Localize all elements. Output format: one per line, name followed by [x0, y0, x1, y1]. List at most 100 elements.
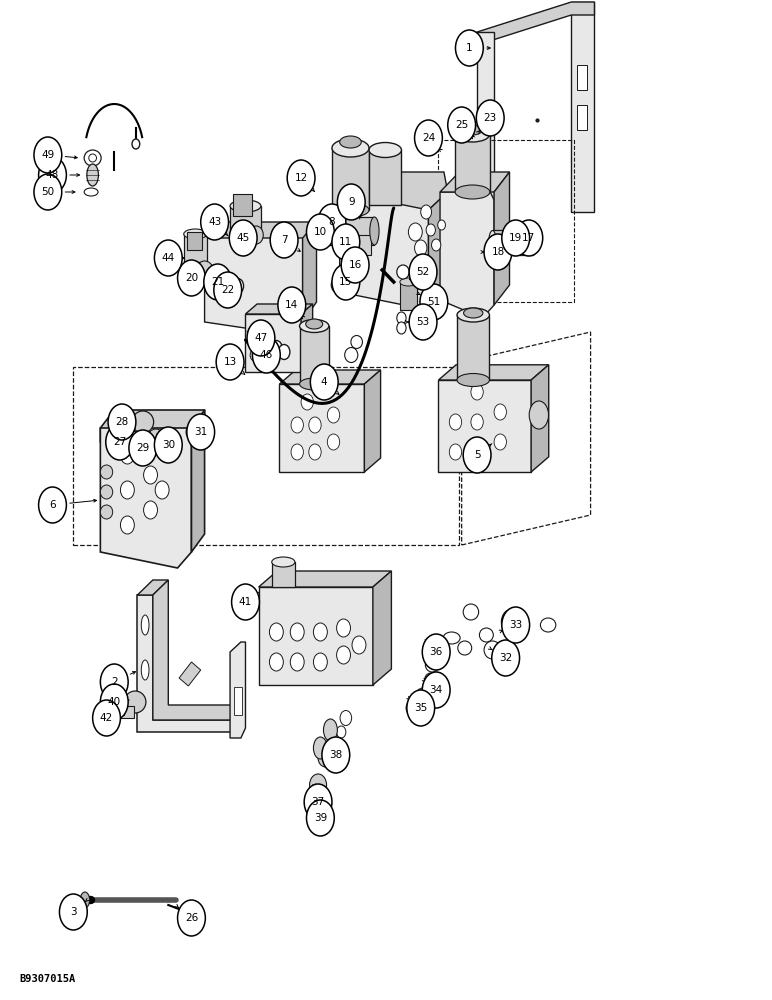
Circle shape [304, 784, 332, 820]
Circle shape [341, 247, 369, 283]
Ellipse shape [270, 340, 283, 356]
Ellipse shape [344, 348, 358, 362]
Bar [400, 282, 417, 310]
Bar [234, 687, 242, 715]
Bar [493, 230, 533, 255]
Ellipse shape [340, 136, 361, 148]
Ellipse shape [415, 240, 427, 256]
Polygon shape [303, 222, 317, 322]
Circle shape [93, 700, 120, 736]
Ellipse shape [141, 660, 149, 680]
Text: 26: 26 [185, 913, 198, 923]
Ellipse shape [80, 892, 90, 908]
Text: 11: 11 [339, 237, 353, 247]
Polygon shape [137, 580, 168, 595]
Ellipse shape [510, 227, 527, 249]
Text: 31: 31 [194, 427, 208, 437]
Ellipse shape [249, 226, 263, 244]
Ellipse shape [416, 688, 430, 702]
Text: 10: 10 [313, 227, 327, 237]
Ellipse shape [332, 203, 369, 217]
Polygon shape [301, 304, 313, 372]
Ellipse shape [369, 142, 401, 157]
Bar [369, 150, 401, 205]
Polygon shape [440, 172, 510, 192]
Circle shape [515, 220, 543, 256]
Text: 12: 12 [294, 173, 308, 183]
Ellipse shape [457, 308, 489, 322]
Ellipse shape [186, 423, 203, 441]
Ellipse shape [458, 641, 472, 655]
Ellipse shape [438, 220, 445, 230]
Ellipse shape [120, 516, 134, 534]
Text: 33: 33 [509, 620, 523, 630]
Text: 50: 50 [41, 187, 55, 197]
Ellipse shape [132, 411, 154, 433]
Ellipse shape [126, 431, 140, 445]
Circle shape [154, 427, 182, 463]
Circle shape [306, 800, 334, 836]
Text: 35: 35 [414, 703, 428, 713]
Text: 34: 34 [429, 685, 443, 695]
Ellipse shape [144, 501, 157, 519]
Ellipse shape [408, 223, 422, 241]
Text: 13: 13 [223, 357, 237, 367]
Bar [438, 140, 574, 302]
Ellipse shape [184, 905, 199, 925]
Bar [332, 148, 369, 210]
Ellipse shape [332, 738, 344, 752]
Ellipse shape [457, 373, 489, 386]
Ellipse shape [316, 792, 330, 808]
Circle shape [409, 304, 437, 340]
Polygon shape [340, 192, 428, 310]
Circle shape [59, 894, 87, 930]
Ellipse shape [397, 312, 406, 324]
Ellipse shape [313, 737, 327, 759]
Ellipse shape [278, 344, 290, 360]
Circle shape [187, 414, 215, 450]
Text: 3: 3 [70, 907, 76, 917]
Polygon shape [100, 410, 205, 442]
Ellipse shape [309, 444, 321, 460]
Polygon shape [153, 580, 239, 720]
Text: 20: 20 [185, 273, 198, 283]
Ellipse shape [301, 394, 313, 410]
Circle shape [39, 157, 66, 193]
Bar [230, 206, 261, 238]
Polygon shape [245, 314, 301, 372]
Ellipse shape [290, 623, 304, 641]
Ellipse shape [155, 481, 169, 499]
Ellipse shape [184, 229, 207, 239]
Ellipse shape [100, 505, 113, 519]
Ellipse shape [455, 126, 490, 142]
Ellipse shape [120, 446, 134, 464]
Ellipse shape [463, 604, 479, 620]
Text: 30: 30 [161, 440, 175, 450]
Ellipse shape [318, 217, 327, 245]
Circle shape [420, 284, 448, 320]
Circle shape [214, 272, 242, 308]
Circle shape [216, 344, 244, 380]
Polygon shape [477, 32, 494, 212]
Ellipse shape [264, 349, 273, 361]
Text: 6: 6 [49, 500, 56, 510]
Circle shape [306, 214, 334, 250]
Circle shape [129, 430, 157, 466]
Polygon shape [191, 410, 205, 552]
Ellipse shape [310, 774, 327, 796]
Text: B9307015A: B9307015A [19, 974, 76, 984]
Ellipse shape [147, 429, 164, 447]
Circle shape [332, 264, 360, 300]
Text: 49: 49 [41, 150, 55, 160]
Polygon shape [340, 172, 448, 210]
Text: 44: 44 [161, 253, 175, 263]
Circle shape [492, 640, 520, 676]
Ellipse shape [337, 726, 346, 738]
Ellipse shape [86, 164, 99, 186]
Ellipse shape [352, 636, 366, 654]
Ellipse shape [421, 205, 432, 219]
Ellipse shape [309, 417, 321, 433]
Text: 1: 1 [466, 43, 472, 53]
Polygon shape [438, 380, 531, 472]
Ellipse shape [141, 615, 149, 635]
